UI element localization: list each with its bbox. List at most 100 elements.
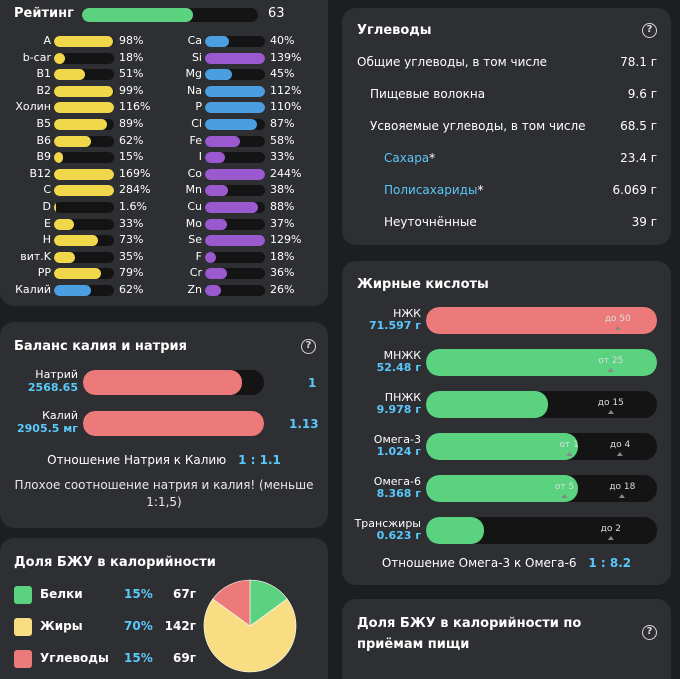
bju-pie-chart	[203, 579, 297, 673]
nutrient-bar	[54, 218, 114, 230]
fat-threshold-label: от 25	[598, 356, 624, 372]
carbs-row-value: 23.4 г	[620, 151, 657, 165]
balance-warning: Плохое соотношение натрия и калия! (мень…	[14, 478, 314, 509]
nutrient-percent: 110%	[270, 100, 302, 114]
fat-bar: до 50	[426, 307, 657, 334]
nutrient-percent: 116%	[119, 100, 151, 114]
bju-grams: 67г	[173, 587, 196, 601]
nutrient-percent: 33%	[270, 150, 295, 164]
nutrient-percent: 33%	[119, 216, 144, 230]
nutrient-bar	[54, 85, 114, 97]
nutrient-bar-fill	[54, 202, 57, 213]
nutrient-bar	[54, 235, 114, 247]
rating-value: 63	[268, 6, 285, 21]
nutrient-bar	[205, 251, 265, 263]
carbs-row-value: 78.1 г	[620, 55, 657, 69]
nutrient-name: Калий	[15, 283, 51, 296]
fat-amount: 9.978 г	[376, 403, 421, 416]
carbs-row-label: Усвояемые углеводы, в том числе	[370, 119, 586, 133]
nutrient-bar-fill	[54, 135, 92, 147]
carbs-row-text: Усвояемые углеводы, в том числе	[370, 119, 586, 133]
balance-card: Баланс калия и натрия ? Натрий 2568.65 1…	[0, 322, 328, 528]
carbs-row-mark: *	[477, 183, 484, 197]
fat-amount: 1.024 г	[376, 445, 421, 458]
nutrient-bar-fill	[205, 251, 216, 263]
fat-bar-fill	[426, 391, 549, 418]
fats-ratio-label: Отношение Омега-3 к Омега-6	[381, 556, 577, 570]
nutrient-bar-fill	[54, 85, 114, 97]
carbs-row-text: Пищевые волокна	[370, 87, 486, 101]
nutrient-name: PP	[37, 266, 51, 280]
bju-color-swatch	[14, 586, 32, 604]
fats-card: Жирные кислоты НЖК 71.597 г до 50 МНЖК 52.48…	[342, 261, 671, 585]
nutrient-bar-fill	[205, 85, 265, 97]
nutrient-bar-fill	[205, 102, 265, 114]
nutrient-bar	[54, 168, 114, 180]
nutrient-bar	[205, 52, 265, 64]
fat-amount: 0.623 г	[376, 529, 421, 542]
nutrient-name: Холин	[15, 100, 51, 114]
bju-color-swatch	[14, 650, 32, 668]
nutrient-name: Cl	[191, 117, 202, 130]
nutrient-bar-fill	[54, 185, 114, 197]
nutrient-percent: 244%	[270, 166, 302, 180]
nutrient-bar-fill	[205, 119, 258, 130]
nutrient-bar	[54, 135, 114, 147]
nutrient-bar	[54, 36, 114, 47]
fat-bar: от 1 до 4	[426, 433, 657, 460]
nutrient-name: Na	[187, 83, 202, 97]
fat-name: НЖК	[393, 307, 421, 320]
nutrient-percent: 15%	[119, 150, 144, 164]
nutrient-percent: 35%	[119, 249, 144, 263]
nutrient-percent: 99%	[119, 83, 144, 97]
fat-threshold-label: до 15	[597, 398, 624, 414]
fat-threshold-label: от 5	[554, 482, 575, 498]
nutrient-percent: 58%	[270, 133, 295, 147]
nutrient-name: Co	[187, 166, 202, 180]
nutrient-bar	[205, 185, 265, 197]
sodium-bar	[83, 370, 264, 395]
help-icon[interactable]: ?	[642, 23, 657, 38]
nutrient-name: Cr	[189, 266, 202, 280]
bju-card: Доля БЖУ в калорийности Белки 15% 67г Жиры 7…	[0, 538, 328, 679]
nutrient-name: C	[43, 183, 51, 197]
balance-title: Баланс калия и натрия	[14, 339, 187, 354]
nutrient-bar	[205, 235, 265, 247]
nutrient-bar	[54, 285, 114, 296]
bju-pie-slice	[212, 579, 251, 627]
bju-title: Доля БЖУ в калорийности	[14, 555, 216, 570]
nutrient-bar-fill	[205, 235, 265, 247]
nutrient-name: Fe	[189, 133, 203, 147]
help-icon[interactable]: ?	[642, 625, 657, 640]
nutrient-name: B2	[36, 83, 51, 97]
bju-name: Жиры	[40, 619, 83, 633]
nutrient-bar-fill	[205, 52, 265, 64]
nutrient-bar-fill	[54, 235, 98, 247]
fat-amount: 71.597 г	[368, 319, 421, 332]
nutrient-percent: 87%	[270, 117, 295, 130]
fat-bar: до 2	[426, 517, 657, 544]
fat-bar: от 5 до 18	[426, 475, 657, 502]
help-icon[interactable]: ?	[301, 339, 316, 354]
fat-threshold-label: от 1	[559, 440, 579, 456]
nutrient-bar-fill	[54, 285, 92, 296]
nutrient-bar-fill	[205, 202, 258, 213]
nutrient-percent: 284%	[119, 183, 151, 197]
nutrient-bar	[205, 152, 265, 164]
nutrient-bar-fill	[54, 36, 113, 47]
balance-ratio-row: Отношение Натрия к Калию 1 : 1.1	[0, 453, 328, 467]
nutrient-percent: 89%	[119, 117, 144, 130]
sodium-bar-fill	[83, 370, 243, 395]
nutrient-name: P	[195, 100, 202, 114]
fat-bar: от 25	[426, 349, 657, 376]
nutrient-percent: 38%	[270, 183, 295, 197]
carbs-row-label[interactable]: Полисахариды*	[384, 183, 483, 197]
nutrient-bar-fill	[54, 218, 74, 230]
fat-bar: до 15	[426, 391, 657, 418]
carbs-row-label: Пищевые волокна	[370, 87, 485, 101]
nutrient-percent: 79%	[119, 266, 144, 280]
carbs-row-text: Сахара	[384, 151, 430, 165]
carbs-row-label[interactable]: Сахара*	[384, 151, 435, 165]
fat-name: МНЖК	[383, 349, 421, 362]
carbs-card: Углеводы ? Общие углеводы, в том числе 78…	[342, 8, 671, 245]
